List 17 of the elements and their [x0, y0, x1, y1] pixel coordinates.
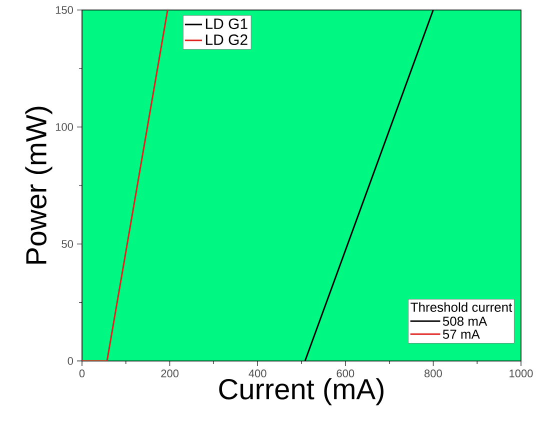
x-tick-label: 200 [161, 370, 179, 378]
annotation: 508 mA [442, 316, 488, 326]
legend-label: LD G1 [206, 18, 248, 30]
x-axis-title: Current (mA) [219, 378, 384, 406]
x-tick-label: 0 [79, 370, 85, 378]
y-axis-title: Power (mW) [25, 106, 52, 264]
y-tick-label: 150 [56, 6, 74, 14]
x-tick-label: 800 [424, 370, 442, 378]
y-tick-label: 50 [62, 240, 74, 248]
x-tick-label: 400 [248, 370, 266, 378]
legend-label: LD G2 [206, 34, 248, 46]
x-tick-label: 600 [336, 370, 354, 378]
x-tick-label: 1000 [510, 370, 533, 378]
legend-title: Threshold current [410, 302, 512, 312]
y-tick-label: 0 [68, 357, 74, 365]
y-tick-label: 100 [56, 123, 74, 131]
annotation: 57 mA [442, 330, 480, 339]
